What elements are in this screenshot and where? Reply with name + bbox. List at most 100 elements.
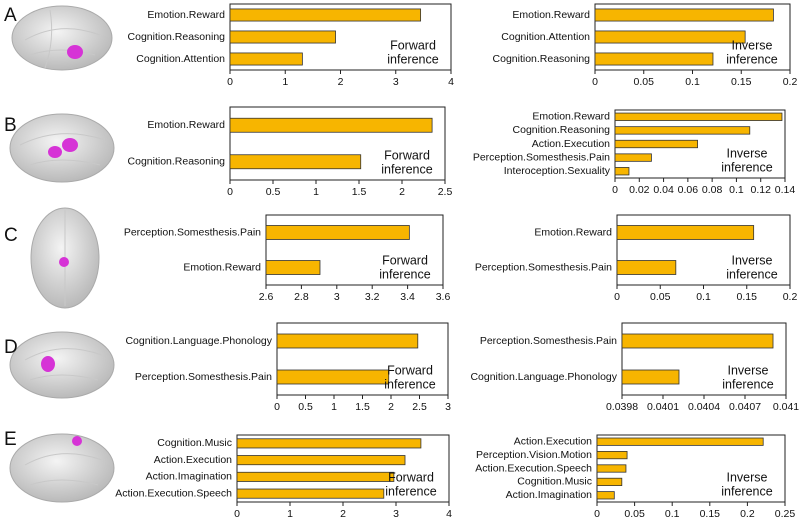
panel-label: B — [4, 115, 17, 136]
x-tick-label: 2.6 — [259, 291, 274, 303]
bar — [596, 464, 627, 473]
bar — [236, 471, 395, 482]
annotation: Inverse — [732, 38, 773, 52]
bar — [229, 52, 303, 66]
category-label: Perception.Somesthesis.Pain — [480, 335, 617, 347]
brain-b — [9, 113, 115, 183]
x-tick-label: 0 — [274, 401, 280, 413]
category-label: Perception.Somesthesis.Pain — [135, 371, 272, 383]
x-tick-label: 0 — [227, 186, 233, 198]
annotation: Inverse — [728, 363, 769, 377]
bar — [276, 369, 390, 385]
category-label: Action.Imagination — [146, 471, 233, 483]
category-label: Emotion.Reward — [183, 261, 261, 273]
x-tick-label: 4 — [446, 508, 452, 518]
panel-label: C — [4, 225, 18, 246]
category-label: Emotion.Reward — [147, 9, 225, 21]
plot-frame — [229, 106, 446, 181]
bar — [265, 260, 321, 275]
category-label: Emotion.Reward — [534, 226, 612, 238]
x-tick-label: 0.02 — [629, 184, 650, 196]
category-label: Perception.Vision.Motion — [476, 449, 592, 461]
x-tick-label: 0.1 — [685, 76, 700, 88]
bar — [614, 139, 698, 149]
bar — [621, 333, 774, 349]
x-tick-label: 0.08 — [702, 184, 723, 196]
annotation: Inverse — [727, 470, 768, 484]
x-tick-label: 0.05 — [624, 508, 645, 518]
bar — [596, 477, 623, 486]
x-tick-label: 0.15 — [700, 508, 721, 518]
category-label: Perception.Somesthesis.Pain — [473, 151, 610, 163]
annotation: inference — [726, 52, 777, 66]
panel-label: D — [4, 337, 18, 358]
category-label: Perception.Somesthesis.Pain — [475, 261, 612, 273]
category-label: Action.Execution — [532, 138, 610, 150]
bar — [614, 112, 783, 121]
bar — [596, 437, 764, 446]
category-label: Action.Execution.Speech — [475, 462, 592, 474]
annotation: Forward — [390, 38, 436, 52]
annotation: inference — [721, 484, 772, 498]
category-label: Action.Imagination — [506, 489, 593, 501]
category-label: Cognition.Language.Phonology — [125, 335, 272, 347]
annotation: Forward — [382, 253, 428, 267]
x-tick-label: 0 — [612, 184, 618, 196]
x-tick-label: 1 — [282, 76, 288, 88]
category-label: Cognition.Attention — [136, 53, 225, 65]
annotation: Forward — [388, 470, 434, 484]
annotation: inference — [385, 484, 436, 498]
x-tick-label: 0 — [234, 508, 240, 518]
x-tick-label: 0.05 — [650, 291, 671, 303]
x-tick-label: 0.25 — [775, 508, 796, 518]
annotation: inference — [379, 267, 430, 281]
x-tick-label: 0 — [592, 76, 598, 88]
x-tick-label: 0.12 — [750, 184, 771, 196]
x-tick-label: 0.0401 — [647, 401, 679, 413]
annotation: inference — [722, 377, 773, 391]
x-tick-label: 0.0407 — [729, 401, 761, 413]
x-tick-label: 3 — [445, 401, 451, 413]
bar — [265, 225, 410, 240]
x-tick-label: 2 — [340, 508, 346, 518]
plot-frame — [265, 214, 444, 286]
x-tick-label: 0.2 — [783, 291, 798, 303]
x-tick-label: 2.5 — [412, 401, 427, 413]
brain-e — [9, 433, 115, 503]
brain-a — [11, 5, 113, 71]
x-tick-label: 2.8 — [294, 291, 309, 303]
category-label: Cognition.Reasoning — [128, 31, 226, 43]
x-tick-label: 1 — [331, 401, 337, 413]
brain-d — [9, 331, 115, 399]
x-tick-label: 0.1 — [696, 291, 711, 303]
bar — [236, 455, 406, 466]
x-tick-label: 3.6 — [436, 291, 451, 303]
bar — [614, 126, 751, 135]
annotation: Inverse — [727, 146, 768, 160]
category-label: Cognition.Language.Phonology — [470, 371, 617, 383]
bar — [616, 260, 677, 275]
x-tick-label: 0.2 — [740, 508, 755, 518]
category-label: Cognition.Reasoning — [128, 156, 226, 168]
bar — [596, 491, 615, 500]
x-tick-label: 0 — [594, 508, 600, 518]
x-tick-label: 4 — [448, 76, 454, 88]
x-tick-label: 1.5 — [352, 186, 367, 198]
bar — [229, 30, 336, 44]
bar — [621, 369, 680, 385]
category-label: Cognition.Music — [517, 476, 592, 488]
x-tick-label: 0.04 — [653, 184, 674, 196]
category-label: Action.Execution — [154, 454, 232, 466]
category-label: Action.Execution.Speech — [115, 487, 232, 499]
category-label: Action.Execution — [514, 435, 592, 447]
brain-c — [30, 207, 100, 309]
bar — [596, 451, 628, 460]
x-tick-label: 0.15 — [731, 76, 752, 88]
x-tick-label: 0 — [227, 76, 233, 88]
panel-label: E — [4, 429, 17, 450]
bar — [229, 8, 422, 22]
x-tick-label: 2.5 — [438, 186, 453, 198]
annotation: inference — [384, 377, 435, 391]
